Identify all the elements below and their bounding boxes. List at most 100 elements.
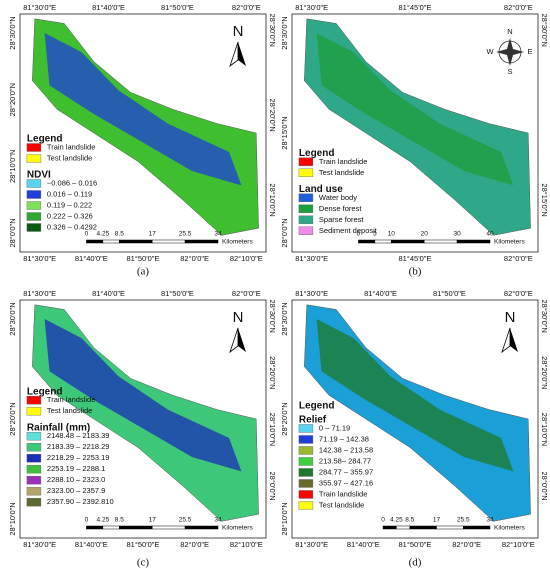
legend-swatch — [298, 479, 314, 488]
north-arrow — [510, 328, 518, 352]
legend-label: Water body — [319, 193, 357, 202]
north-label: N — [233, 309, 244, 326]
coord-label: 82°0'0"E — [232, 3, 261, 12]
scale-label: 25.5 — [179, 517, 192, 524]
legend-heading: Relief — [299, 415, 327, 426]
legend-swatch — [26, 154, 42, 163]
coord-label: 28°30'0"N — [280, 302, 289, 335]
legend-label: 355.97 – 427.16 — [319, 478, 373, 487]
coord-label: 28°10'0"N — [8, 150, 17, 183]
compass-rose — [496, 38, 524, 66]
north-arrow — [501, 327, 511, 354]
scale-label: 17 — [433, 517, 441, 524]
legend-swatch — [26, 201, 42, 210]
legend-label: 2218.29 – 2253.19 — [47, 453, 110, 462]
coord-label: 81°30'0"E — [295, 254, 328, 263]
coord-label: 82°0'0"E — [232, 289, 261, 298]
legend-swatch — [298, 204, 314, 213]
coord-label: 28°20'0"N — [8, 402, 17, 435]
coord-label: 81°50'0"E — [433, 289, 466, 298]
scale-segment — [374, 239, 392, 244]
scale-label: 17 — [149, 517, 157, 524]
scale-label: 4.25 — [390, 517, 403, 524]
coord-label: 81°40'0"E — [75, 254, 108, 263]
scale-label: 4.25 — [97, 231, 110, 238]
coord-label: 28°0'0"N — [8, 218, 17, 247]
scale-segment — [382, 525, 397, 530]
coord-label: 81°50'0"E — [127, 540, 160, 549]
legend-swatch — [298, 446, 314, 455]
legend-label: 0 – 71.19 — [319, 423, 350, 432]
legend-swatch — [26, 442, 42, 452]
coord-label: 81°40'0"E — [92, 3, 125, 12]
legend-swatch — [298, 501, 314, 510]
scale-segment — [151, 239, 186, 244]
legend-label: Sparse forest — [319, 215, 365, 224]
scale-label: 25.5 — [179, 231, 192, 238]
legend-swatch — [26, 223, 42, 232]
coord-label: 28°10'0"N — [8, 502, 17, 535]
legend-label: Dense forest — [319, 204, 362, 213]
coord-label: 82°0'0"E — [504, 289, 533, 298]
legend-swatch — [298, 457, 314, 466]
scale-label: 0 — [85, 231, 89, 238]
coord-label: 28°30'0"N — [8, 16, 17, 49]
coord-label: 28°20'0"N — [268, 356, 277, 389]
scale-label: 0 — [357, 231, 361, 238]
compass-label: N — [507, 27, 512, 36]
legend-swatch — [26, 453, 42, 463]
legend-swatch — [26, 406, 42, 416]
map-panel: 81°30'0"E 81°40'0"E 81°50'0"E 82°0'0"E 81°30… — [8, 3, 277, 278]
legend-label: 284.77 – 355.97 — [319, 467, 373, 476]
coord-label: 81°30'0"E — [23, 254, 56, 263]
panel-caption: (c) — [137, 557, 150, 569]
coord-label: 28°10'0"N — [268, 413, 277, 446]
scale-unit: Kilometers — [222, 239, 253, 246]
coord-label: 28°20'0"N — [280, 402, 289, 435]
coord-label: 28°30'0"N — [268, 299, 277, 332]
coord-label: 81°40'0"E — [92, 289, 125, 298]
coord-label: 82°0'0"E — [180, 540, 209, 549]
scale-segment — [102, 525, 120, 530]
legend-heading: Legend — [27, 386, 63, 397]
legend-label: Train landslide — [47, 395, 96, 404]
legend-heading: Legend — [27, 134, 63, 145]
legend-heading: NDVI — [27, 170, 51, 181]
legend-label: Test landslide — [319, 168, 364, 177]
coord-label: 81°30'0"E — [23, 289, 56, 298]
study-area-zone — [316, 319, 514, 472]
coord-label: 81°45'0"E — [399, 254, 432, 263]
scale-label: 8.5 — [115, 517, 124, 524]
coord-label: 81°45'0"E — [399, 3, 432, 12]
scale-segment — [184, 239, 219, 244]
scale-label: 34 — [214, 517, 222, 524]
legend-label: −0.086 – 0.016 — [47, 178, 97, 187]
legend-heading: Legend — [299, 401, 335, 412]
legend-label: Train landslide — [319, 489, 368, 498]
scale-segment — [436, 525, 464, 530]
study-area-zone — [44, 319, 242, 472]
scale-segment — [151, 525, 186, 530]
coord-label: 28°15'0"N — [280, 116, 289, 149]
scale-label: 10 — [388, 231, 396, 238]
legend-swatch — [26, 395, 42, 405]
coord-label: 28°10'0"N — [280, 502, 289, 535]
coord-label: 82°0'0"E — [180, 254, 209, 263]
legend-label: 2253.19 – 2288.1 — [47, 464, 105, 473]
legend-swatch — [298, 424, 314, 433]
panel-caption: (d) — [409, 557, 422, 569]
coord-label: 28°20'0"N — [268, 98, 277, 131]
north-label: N — [505, 309, 516, 326]
coord-label: 81°40'0"E — [364, 289, 397, 298]
compass-label: W — [486, 47, 494, 56]
legend-swatch — [26, 212, 42, 221]
legend-label: Test landslide — [319, 500, 364, 509]
legend-label: 2357.90 – 2392.810 — [47, 497, 114, 506]
legend-label: 2288.10 – 2323.0 — [47, 475, 105, 484]
scale-segment — [396, 525, 411, 530]
north-arrow — [229, 327, 239, 354]
scale-label: 34 — [214, 231, 222, 238]
coord-label: 28°30'0"N — [268, 13, 277, 46]
scale-segment — [391, 239, 425, 244]
compass-label: E — [527, 47, 532, 56]
